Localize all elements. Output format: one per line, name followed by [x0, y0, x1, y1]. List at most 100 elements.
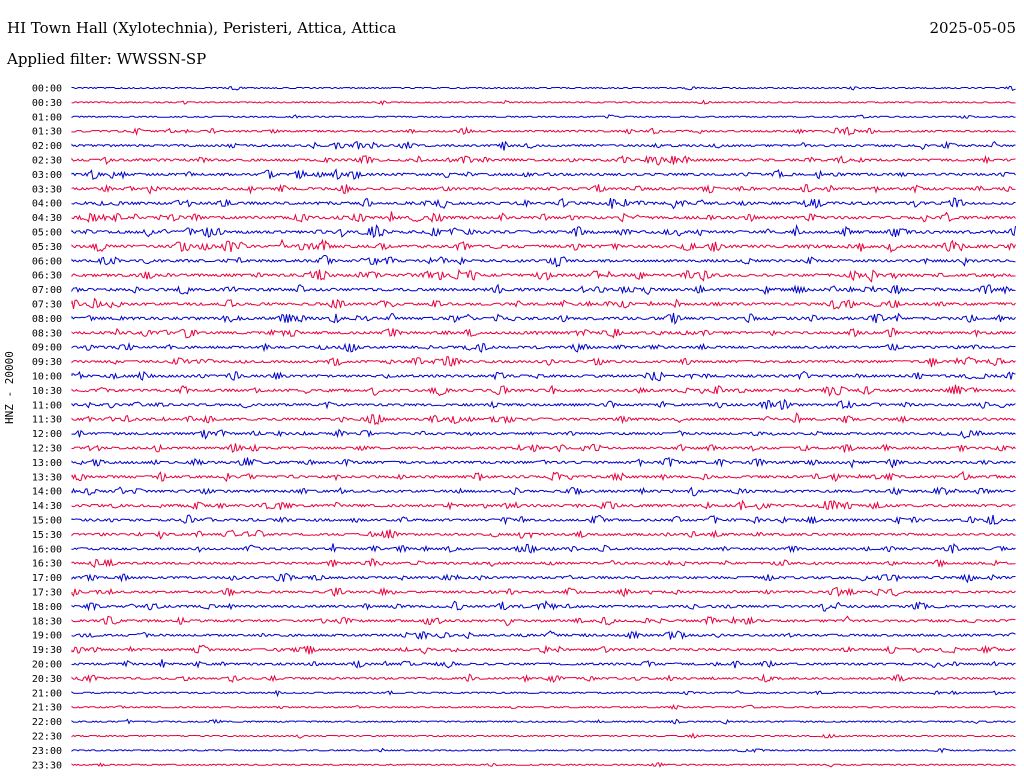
row-time-label: 20:00 — [32, 660, 62, 671]
row-time-label: 10:00 — [32, 372, 62, 383]
row-time-label: 03:00 — [32, 170, 62, 181]
row-time-label: 12:30 — [32, 444, 62, 455]
row-time-label: 07:00 — [32, 285, 62, 296]
trace-line — [71, 542, 1016, 554]
trace-line — [71, 456, 1016, 469]
row-time-label: 05:30 — [32, 242, 62, 253]
trace-line — [71, 85, 1016, 91]
trace-line — [71, 297, 1016, 310]
row-time-label: 21:30 — [32, 703, 62, 714]
row-time-label: 11:00 — [32, 400, 62, 411]
trace-line — [71, 673, 1016, 684]
trace-line — [71, 114, 1016, 119]
trace-line — [71, 168, 1016, 181]
trace-line — [71, 412, 1016, 426]
trace-line — [71, 630, 1016, 641]
row-time-label: 11:30 — [32, 415, 62, 426]
filter-label: Applied filter: WWSSN-SP — [7, 50, 207, 68]
trace-line — [71, 126, 1016, 137]
trace-line — [71, 268, 1016, 283]
trace-line — [71, 718, 1016, 725]
row-time-label: 00:00 — [32, 84, 62, 95]
row-time-label: 23:30 — [32, 760, 62, 771]
trace-line — [71, 704, 1016, 710]
row-time-label: 06:00 — [32, 256, 62, 267]
row-time-label: 15:00 — [32, 516, 62, 527]
row-time-label: 09:00 — [32, 343, 62, 354]
trace-line — [71, 486, 1016, 497]
row-time-label: 08:00 — [32, 314, 62, 325]
trace-line — [71, 312, 1016, 326]
row-time-label: 02:00 — [32, 141, 62, 152]
trace-line — [71, 443, 1016, 453]
trace-line — [71, 470, 1016, 483]
trace-line — [71, 615, 1016, 627]
trace-line — [71, 659, 1016, 669]
row-time-label: 04:00 — [32, 199, 62, 210]
row-time-label: 23:00 — [32, 746, 62, 757]
row-time-label: 12:00 — [32, 429, 62, 440]
trace-line — [71, 99, 1016, 106]
row-time-label: 17:00 — [32, 573, 62, 584]
row-time-label: 17:30 — [32, 588, 62, 599]
row-time-label: 07:30 — [32, 300, 62, 311]
row-time-label: 05:00 — [32, 228, 62, 239]
trace-line — [71, 384, 1016, 397]
row-time-label: 19:00 — [32, 631, 62, 642]
trace-line — [71, 223, 1016, 239]
trace-line — [71, 197, 1016, 210]
trace-line — [71, 398, 1016, 410]
trace-line — [71, 514, 1016, 526]
trace-line — [71, 732, 1016, 739]
row-time-label: 00:30 — [32, 98, 62, 109]
row-time-label: 01:30 — [32, 127, 62, 138]
row-time-label: 09:30 — [32, 357, 62, 368]
trace-line — [71, 327, 1016, 339]
trace-line — [71, 747, 1016, 754]
row-time-label: 22:00 — [32, 717, 62, 728]
trace-line — [71, 255, 1016, 268]
trace-line — [71, 572, 1016, 584]
row-time-label: 18:00 — [32, 602, 62, 613]
row-time-label: 13:30 — [32, 472, 62, 483]
trace-line — [71, 154, 1016, 166]
trace-line — [71, 586, 1016, 598]
row-time-label: 03:30 — [32, 184, 62, 195]
trace-line — [71, 644, 1016, 655]
row-time-label: 16:00 — [32, 544, 62, 555]
row-time-label: 15:30 — [32, 530, 62, 541]
row-time-label: 04:30 — [32, 213, 62, 224]
date-label: 2025-05-05 — [929, 19, 1016, 37]
row-time-label: 02:30 — [32, 156, 62, 167]
row-time-label: 16:30 — [32, 559, 62, 570]
row-time-label: 18:30 — [32, 616, 62, 627]
trace-line — [71, 499, 1016, 511]
row-time-label: 21:00 — [32, 688, 62, 699]
row-time-label: 20:30 — [32, 674, 62, 685]
row-time-label: 14:30 — [32, 501, 62, 512]
station-title: HI Town Hall (Xylotechnia), Peristeri, A… — [7, 19, 397, 37]
trace-line — [71, 238, 1016, 254]
row-time-label: 14:00 — [32, 487, 62, 498]
trace-line — [71, 370, 1016, 382]
row-time-label: 22:30 — [32, 732, 62, 743]
trace-line — [71, 211, 1016, 223]
row-time-label: 06:30 — [32, 271, 62, 282]
trace-line — [71, 529, 1016, 540]
trace-line — [71, 689, 1016, 698]
row-time-label: 19:30 — [32, 645, 62, 656]
trace-line — [71, 428, 1016, 440]
trace-line — [71, 557, 1016, 569]
trace-line — [71, 762, 1016, 768]
trace-line — [71, 341, 1016, 353]
trace-line — [71, 356, 1016, 368]
trace-line — [71, 283, 1016, 296]
trace-line — [71, 183, 1016, 195]
row-time-label: 08:30 — [32, 328, 62, 339]
trace-line — [71, 600, 1016, 612]
row-time-label: 01:00 — [32, 112, 62, 123]
row-time-label: 13:00 — [32, 458, 62, 469]
trace-line — [71, 140, 1016, 151]
row-time-label: 10:30 — [32, 386, 62, 397]
